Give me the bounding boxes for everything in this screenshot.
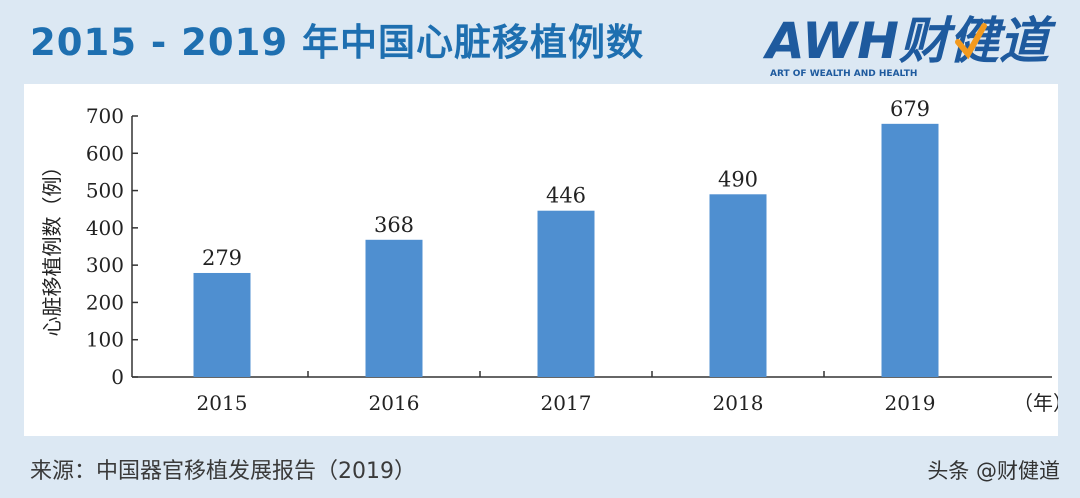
source-note: 来源：中国器官移植发展报告（2019） <box>30 459 416 484</box>
y-tick-label: 600 <box>86 141 124 165</box>
y-tick-label: 100 <box>86 328 124 352</box>
bar-2018 <box>709 194 767 377</box>
page-title: 2015 - 2019 年中国心脏移植例数 <box>30 21 644 64</box>
brand-logo: AWH财健道 ART OF WEALTH AND HEALTH <box>762 12 1057 79</box>
bar-2019 <box>881 123 939 377</box>
data-label-2016: 368 <box>374 213 414 237</box>
chart-panel: 0 100 200 300 400 500 600 700 心脏移植例数（例） 279 2015 36… <box>24 84 1058 436</box>
x-tick-label-2015: 2015 <box>197 391 248 415</box>
y-tick-label: 200 <box>86 290 124 314</box>
data-label-2018: 490 <box>718 167 758 191</box>
bar-chart: 0 100 200 300 400 500 600 700 心脏移植例数（例） 279 2015 36… <box>40 97 1058 415</box>
bar-2015 <box>193 272 251 377</box>
y-tick-label: 500 <box>86 179 124 203</box>
x-tick-label-2017: 2017 <box>541 391 592 415</box>
logo-tagline: ART OF WEALTH AND HEALTH <box>770 69 917 79</box>
data-label-2019: 679 <box>890 97 930 121</box>
x-tick-label-2019: 2019 <box>885 391 936 415</box>
bar-2016 <box>365 239 423 377</box>
x-tick-label-2016: 2016 <box>369 391 420 415</box>
logo-text: AWH财健道 <box>762 12 1057 70</box>
logo-check-icon <box>955 23 987 60</box>
y-tick-label: 300 <box>86 253 124 277</box>
data-label-2015: 279 <box>202 246 242 270</box>
x-axis-title: （年） <box>1013 391 1058 415</box>
data-label-2017: 446 <box>546 184 586 208</box>
y-tick-label: 400 <box>86 216 124 240</box>
y-tick-label: 700 <box>86 104 124 128</box>
watermark: 头条 @财健道 <box>927 459 1060 483</box>
y-tick-label: 0 <box>111 365 124 389</box>
y-axis-title: 心脏移植例数（例） <box>40 157 64 337</box>
bar-2017 <box>537 210 595 377</box>
x-tick-label-2018: 2018 <box>713 391 764 415</box>
